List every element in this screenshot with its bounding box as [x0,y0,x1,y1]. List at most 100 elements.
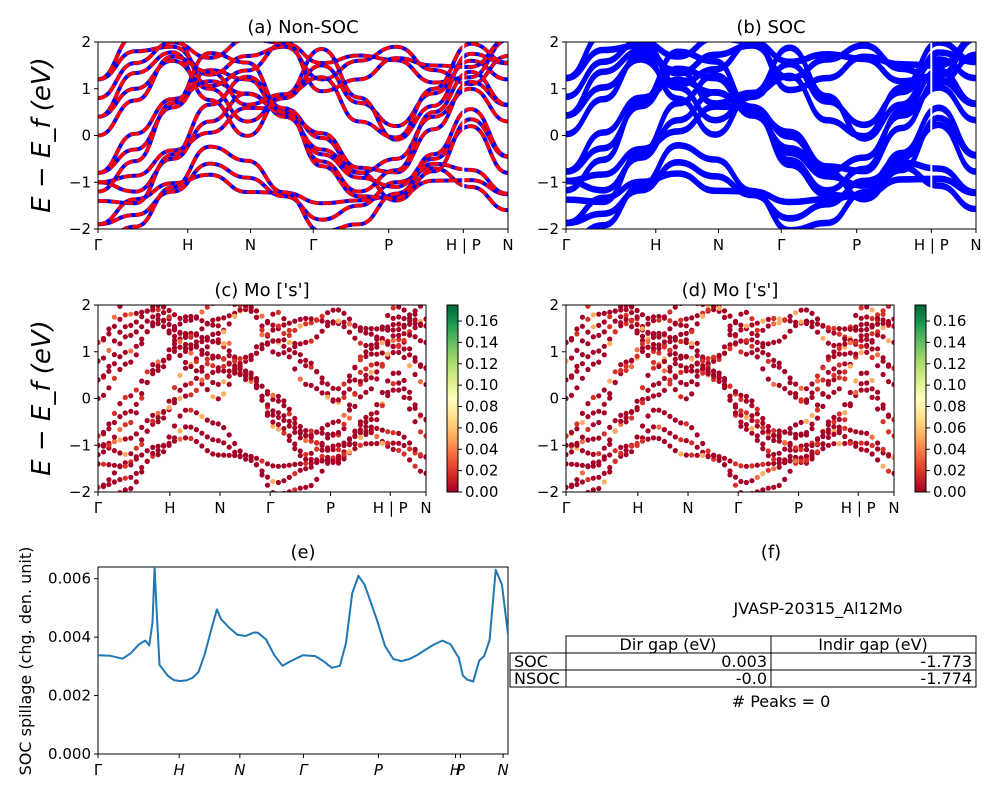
projection-point [667,347,673,354]
projection-point [579,375,586,381]
projection-point [319,453,325,459]
projection-point [661,331,668,337]
projection-point [618,320,624,326]
ytick-label: 1 [549,80,559,98]
projection-point [700,305,706,307]
projection-point [754,437,760,443]
projection-point [390,337,396,343]
colorbar-tick-label: 0.14 [465,333,498,351]
projection-point [749,350,755,356]
projection-point [150,367,156,374]
ytick-label: −2 [69,220,91,238]
projection-point [607,378,613,384]
projection-point [574,363,580,369]
band-line-spin2 [98,51,508,194]
projection-point [363,342,369,349]
projection-point [618,305,624,310]
projection-point [117,450,123,456]
projection-point [776,428,782,434]
projection-point [401,322,407,328]
projection-point [243,372,249,379]
projection-point [390,343,396,349]
projection-point [853,351,859,357]
xtick-label: N [970,236,981,254]
projection-point [765,461,771,467]
projection-point [776,438,782,444]
projection-point [100,449,107,455]
projection-point [390,305,396,311]
colorbar-tick-label: 0.14 [933,333,966,351]
projection-point [98,442,101,448]
projection-point [667,351,673,357]
ytick-label: 2 [549,33,559,51]
projection-point [111,439,117,445]
projection-point [368,411,374,417]
projection-point [885,305,892,308]
projection-point [836,375,842,381]
panel-b-title: (b) SOC [736,17,805,38]
projection-point [765,316,771,322]
projection-point [193,387,199,393]
projection-point [423,454,426,460]
projection-point [335,418,342,424]
projection-point [596,485,602,492]
projection-point [885,429,892,435]
projection-point [341,456,347,462]
projection-point [303,381,309,387]
projection-point [106,481,112,488]
projection-point [156,299,161,304]
projection-point [765,358,771,364]
projection-point [858,430,864,436]
projection-point [601,454,607,460]
projection-point [270,327,276,333]
projection-point [303,456,309,462]
projection-point [98,461,101,467]
projection-point [286,474,292,480]
projection-point [346,407,353,413]
projection-point [155,321,161,327]
projection-point [177,395,183,402]
projection-point [754,354,760,360]
projection-point [602,297,607,302]
projection-point [836,345,842,352]
projection-point [787,313,793,319]
projection-point [259,383,265,389]
projection-point [787,457,793,463]
projection-point [98,339,101,345]
projection-point [204,417,210,423]
projection-point [745,491,748,492]
band-line-spin2 [98,79,508,175]
projection-point [188,435,194,442]
projection-point [574,481,580,488]
projection-point [623,443,629,449]
projection-point [891,381,894,388]
projection-point [396,349,402,355]
projection-point [607,424,613,430]
xtick-label: H | P [914,236,949,254]
projection-point [134,297,139,302]
projection-point [144,329,150,335]
projection-point [814,436,821,442]
projection-point [286,354,292,360]
projection-point [363,353,369,360]
projection-point [199,443,205,449]
projection-point [683,396,689,402]
projection-point [275,479,281,486]
projection-point [106,347,112,353]
projection-point [215,323,221,329]
projection-point [853,312,859,319]
ytick-label: 0 [81,390,91,408]
projection-point [112,494,117,499]
projection-point [111,419,117,426]
projection-point [352,391,358,397]
projection-point [793,381,799,387]
projection-point [182,318,189,324]
projection-point [292,420,298,426]
projection-point [117,437,123,443]
projection-point [793,323,799,329]
projection-point [771,460,777,466]
projection-point [809,451,815,457]
projection-point [374,433,380,440]
projection-point [270,392,276,398]
projection-point [346,316,353,322]
